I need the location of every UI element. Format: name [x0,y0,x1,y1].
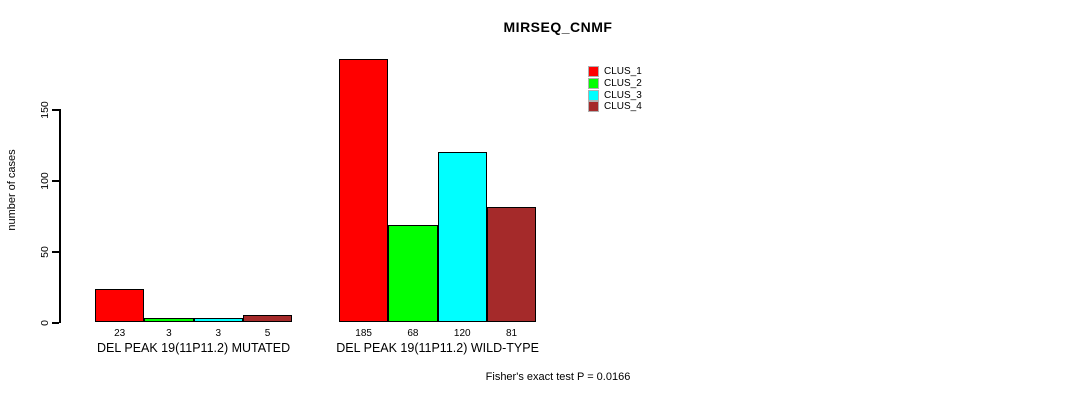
annotation-text: Fisher's exact test P = 0.0166 [485,371,631,383]
legend-label: CLUS_3 [604,89,642,101]
category-label: DEL PEAK 19(11P11.2) MUTATED [97,341,291,355]
bar-value-label: 120 [453,328,471,339]
y-axis-line [59,109,61,323]
bar-value-label: 23 [114,328,126,339]
y-axis-tick-label: 100 [39,172,51,190]
y-axis-tick-label: 0 [39,320,51,326]
legend-color-swatch [588,89,599,101]
y-axis-tick [52,251,59,253]
legend-color-swatch [588,78,599,90]
bar-value-label: 81 [505,328,518,339]
y-axis-tick [52,322,59,324]
bar [144,317,194,322]
legend-label: CLUS_2 [604,78,642,90]
legend: CLUS_1 CLUS_2 CLUS_3 CLUS_4 [588,66,642,113]
bar [193,317,243,322]
y-axis-tick-label: 150 [39,101,51,119]
legend-color-swatch [588,101,599,113]
bar [437,151,487,322]
bar [95,289,145,322]
bar-value-label: 3 [166,328,172,339]
y-axis-tick [52,180,59,182]
bar [486,206,537,322]
bar-value-label: 5 [264,328,271,339]
legend-item: CLUS_1 [588,66,642,78]
legend-label: CLUS_4 [604,101,642,113]
legend-color-swatch [588,66,599,78]
chart-title: MIRSEQ_CNMF [503,19,613,35]
legend-item: CLUS_3 [588,89,642,101]
y-axis-label: number of cases [6,149,18,231]
bar [242,314,293,322]
bar [339,59,389,322]
y-axis-tick [52,109,59,111]
legend-item: CLUS_2 [588,78,642,90]
legend-item: CLUS_4 [588,101,642,113]
bar [388,225,438,322]
bar-value-label: 3 [215,328,222,339]
category-label: DEL PEAK 19(11P11.2) WILD-TYPE [336,341,539,355]
y-axis-tick-label: 50 [39,246,51,258]
legend-label: CLUS_1 [604,66,642,78]
bar-value-label: 185 [355,328,372,339]
bar-value-label: 68 [407,328,419,339]
